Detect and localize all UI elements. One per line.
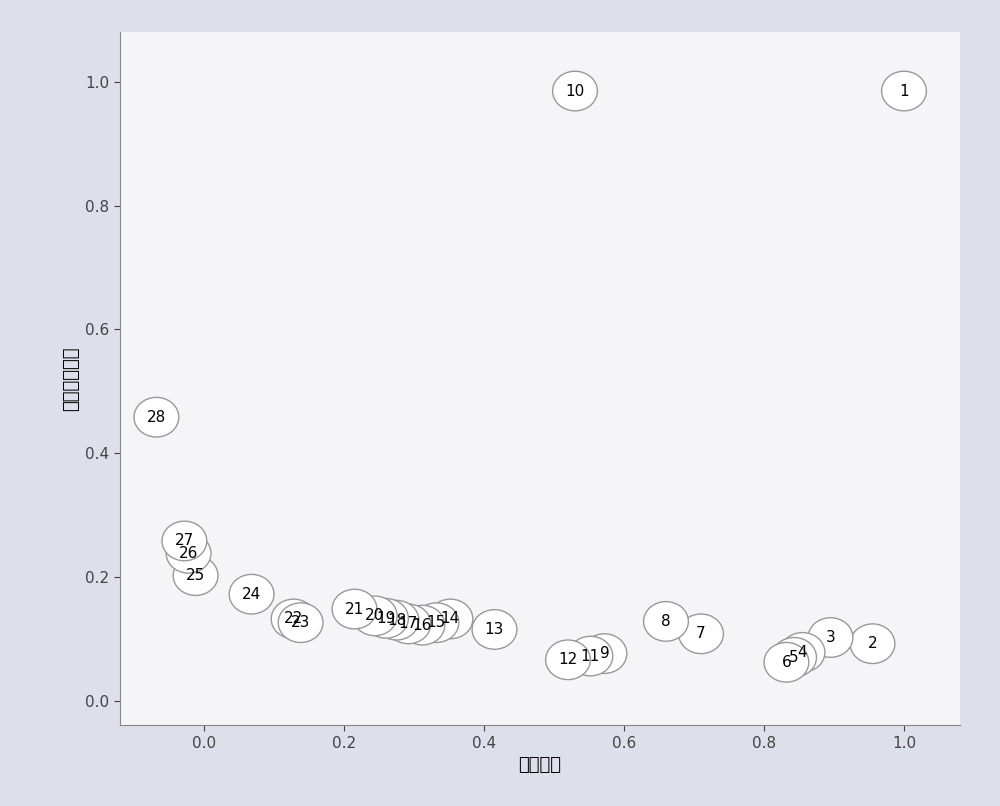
Text: 17: 17 <box>399 617 418 631</box>
Text: 8: 8 <box>661 614 671 629</box>
Y-axis label: 最小欧氏距离: 最小欧氏距离 <box>62 347 80 411</box>
Text: 11: 11 <box>581 649 600 663</box>
Text: 10: 10 <box>565 84 585 98</box>
Circle shape <box>374 600 419 640</box>
Text: 13: 13 <box>485 622 504 637</box>
Circle shape <box>472 609 517 650</box>
Text: 12: 12 <box>558 652 578 667</box>
Circle shape <box>582 634 627 674</box>
Text: 5: 5 <box>789 650 799 665</box>
Circle shape <box>546 640 590 679</box>
Text: 21: 21 <box>345 601 364 617</box>
Circle shape <box>850 624 895 663</box>
Circle shape <box>428 599 473 638</box>
Circle shape <box>352 596 397 636</box>
Text: 2: 2 <box>868 636 877 651</box>
Text: 18: 18 <box>387 613 406 628</box>
Text: 26: 26 <box>179 546 198 561</box>
Circle shape <box>553 71 597 111</box>
Circle shape <box>772 638 816 677</box>
Circle shape <box>414 603 459 642</box>
Text: 22: 22 <box>284 612 303 626</box>
Circle shape <box>644 601 688 642</box>
Circle shape <box>386 604 431 644</box>
Text: 6: 6 <box>782 654 791 670</box>
Circle shape <box>166 534 211 573</box>
Text: 27: 27 <box>175 534 194 548</box>
Text: 16: 16 <box>413 617 432 633</box>
Text: 1: 1 <box>899 84 909 98</box>
Text: 15: 15 <box>427 615 446 630</box>
Text: 14: 14 <box>441 612 460 626</box>
Circle shape <box>780 633 825 672</box>
Text: 3: 3 <box>826 630 835 645</box>
Circle shape <box>400 605 445 645</box>
Circle shape <box>229 575 274 614</box>
Circle shape <box>173 556 218 596</box>
Circle shape <box>271 599 316 638</box>
X-axis label: 局部密度: 局部密度 <box>518 756 562 775</box>
Circle shape <box>679 614 723 654</box>
Circle shape <box>364 599 408 638</box>
Text: 25: 25 <box>186 568 205 583</box>
Circle shape <box>764 642 809 682</box>
Text: 9: 9 <box>600 646 609 661</box>
Text: 19: 19 <box>376 611 396 625</box>
Circle shape <box>808 617 853 658</box>
Text: 20: 20 <box>365 609 384 623</box>
Text: 7: 7 <box>696 626 706 642</box>
Circle shape <box>134 397 179 437</box>
Circle shape <box>882 71 926 111</box>
Text: 24: 24 <box>242 587 261 602</box>
Text: 4: 4 <box>798 645 807 660</box>
Circle shape <box>278 603 323 642</box>
Text: 23: 23 <box>291 615 310 630</box>
Circle shape <box>162 521 207 561</box>
Circle shape <box>332 589 377 629</box>
Text: 28: 28 <box>147 409 166 425</box>
Circle shape <box>568 636 613 676</box>
